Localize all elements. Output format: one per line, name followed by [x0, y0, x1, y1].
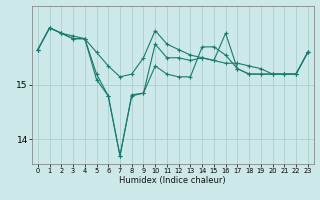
X-axis label: Humidex (Indice chaleur): Humidex (Indice chaleur) [119, 176, 226, 185]
